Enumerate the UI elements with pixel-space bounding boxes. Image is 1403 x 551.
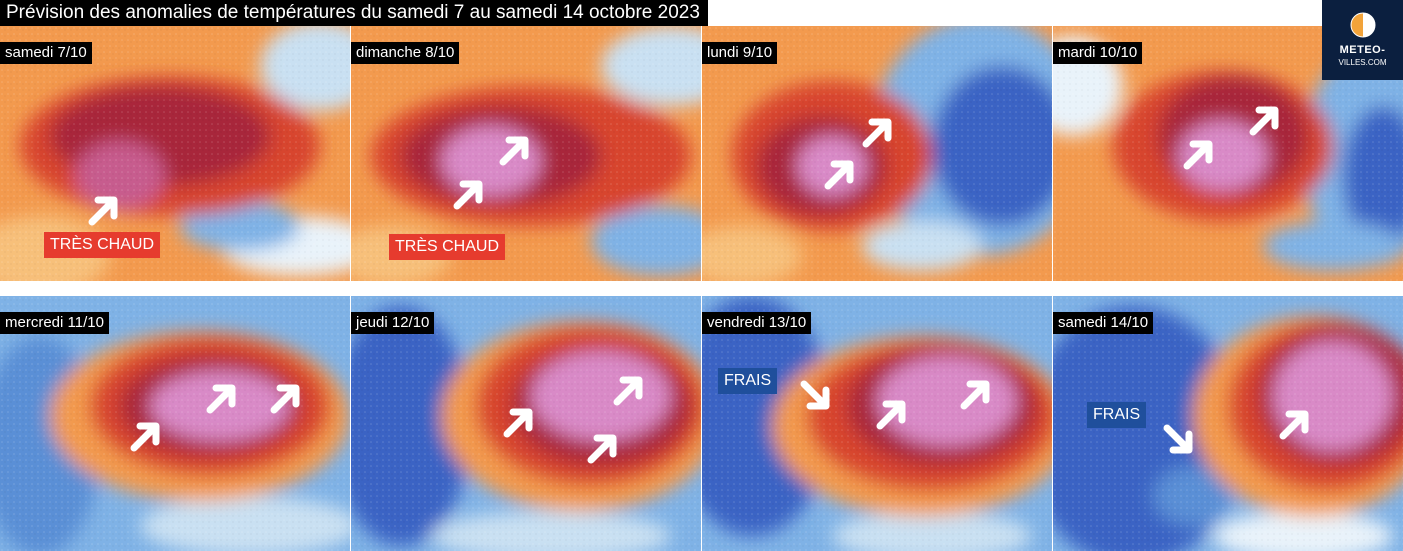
map-panel-mon-9: lundi 9/10 <box>702 26 1052 281</box>
map-panel-sat-14: samedi 14/10 FRAIS <box>1053 296 1403 551</box>
map-panel-sat-7: samedi 7/10 TRÈS CHAUD <box>0 26 350 281</box>
arrow-up-right-icon <box>453 180 483 210</box>
arrow-up-right-icon <box>499 136 529 166</box>
map-panel-wed-11: mercredi 11/10 <box>0 296 350 551</box>
logo-line-2: VILLES.COM <box>1338 58 1387 67</box>
panel-date: jeudi 12/10 <box>351 312 435 334</box>
panel-date: samedi 7/10 <box>0 42 92 64</box>
arrow-down-right-icon <box>1163 424 1193 454</box>
meteo-villes-logo: METEO- VILLES.COM <box>1322 0 1403 80</box>
panel-date: vendredi 13/10 <box>702 312 812 334</box>
cool-label: FRAIS <box>1087 402 1147 428</box>
map-panel-sun-8: dimanche 8/10 TRÈS CHAUD <box>351 26 701 281</box>
map-panel-thu-12: jeudi 12/10 <box>351 296 701 551</box>
arrow-up-right-icon <box>613 376 643 406</box>
anomaly-map <box>702 26 1052 281</box>
arrow-up-right-icon <box>824 160 854 190</box>
arrow-up-right-icon <box>88 196 118 226</box>
very-hot-label: TRÈS CHAUD <box>44 232 161 258</box>
arrow-up-right-icon <box>1279 410 1309 440</box>
panel-date: mardi 10/10 <box>1053 42 1143 64</box>
arrow-up-right-icon <box>1249 106 1279 136</box>
anomaly-map <box>0 26 350 281</box>
arrow-up-right-icon <box>876 400 906 430</box>
arrow-up-right-icon <box>960 380 990 410</box>
anomaly-map <box>0 296 350 551</box>
panel-date: mercredi 11/10 <box>0 312 109 334</box>
panel-date: samedi 14/10 <box>1053 312 1154 334</box>
anomaly-map <box>351 296 701 551</box>
arrow-up-right-icon <box>270 384 300 414</box>
arrow-up-right-icon <box>587 434 617 464</box>
anomaly-map <box>702 296 1052 551</box>
arrow-up-right-icon <box>1183 140 1213 170</box>
cool-label: FRAIS <box>718 368 778 394</box>
arrow-up-right-icon <box>206 384 236 414</box>
panel-date: dimanche 8/10 <box>351 42 460 64</box>
sun-moon-icon <box>1350 12 1375 38</box>
panel-date: lundi 9/10 <box>702 42 778 64</box>
page-title: Prévision des anomalies de températures … <box>0 0 708 26</box>
map-panel-fri-13: vendredi 13/10 FRAIS <box>702 296 1052 551</box>
very-hot-label: TRÈS CHAUD <box>389 234 506 260</box>
arrow-down-right-icon <box>800 380 830 410</box>
arrow-up-right-icon <box>503 408 533 438</box>
arrow-up-right-icon <box>862 118 892 148</box>
arrow-up-right-icon <box>130 422 160 452</box>
logo-line-1: METEO- <box>1339 44 1386 56</box>
